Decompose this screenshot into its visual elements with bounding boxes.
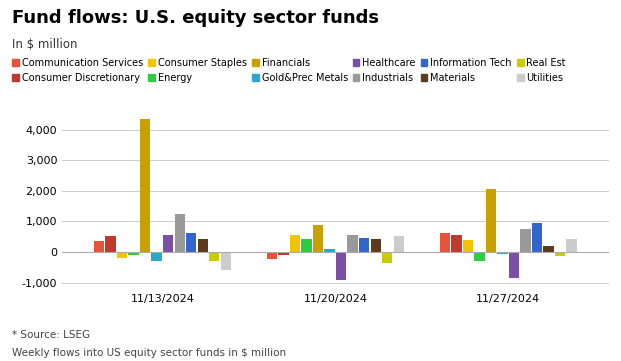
Bar [278,252,289,255]
Bar [152,252,162,261]
Bar [543,246,554,252]
Bar [106,236,116,252]
Bar [129,252,138,255]
Bar [382,252,392,263]
Bar [94,242,104,252]
Text: In $ million: In $ million [12,38,78,51]
Bar [486,190,496,252]
Bar [140,119,150,252]
Bar [520,230,531,252]
Bar [163,235,173,252]
Bar [371,239,381,252]
Text: Weekly flows into US equity sector funds in $ million: Weekly flows into US equity sector funds… [12,348,286,358]
Legend: Communication Services, Consumer Discretionary, Consumer Staples, Energy, Financ: Communication Services, Consumer Discret… [12,58,566,83]
Bar [324,249,335,252]
Bar [186,233,196,252]
Bar [497,252,508,254]
Bar [451,235,461,252]
Text: * Source: LSEG: * Source: LSEG [12,330,91,340]
Bar [197,239,208,252]
Bar [267,252,277,259]
Bar [209,252,219,261]
Bar [175,214,185,252]
Bar [566,239,577,252]
Bar [117,252,127,258]
Bar [509,252,519,278]
Bar [336,252,347,280]
Bar [474,252,484,261]
Bar [440,233,450,252]
Bar [301,239,312,252]
Bar [359,238,369,252]
Bar [463,240,473,252]
Bar [532,223,542,252]
Text: Fund flows: U.S. equity sector funds: Fund flows: U.S. equity sector funds [12,9,379,27]
Bar [220,252,231,270]
Bar [394,236,404,252]
Bar [290,235,300,252]
Bar [347,235,358,252]
Bar [555,252,565,256]
Bar [313,225,324,252]
